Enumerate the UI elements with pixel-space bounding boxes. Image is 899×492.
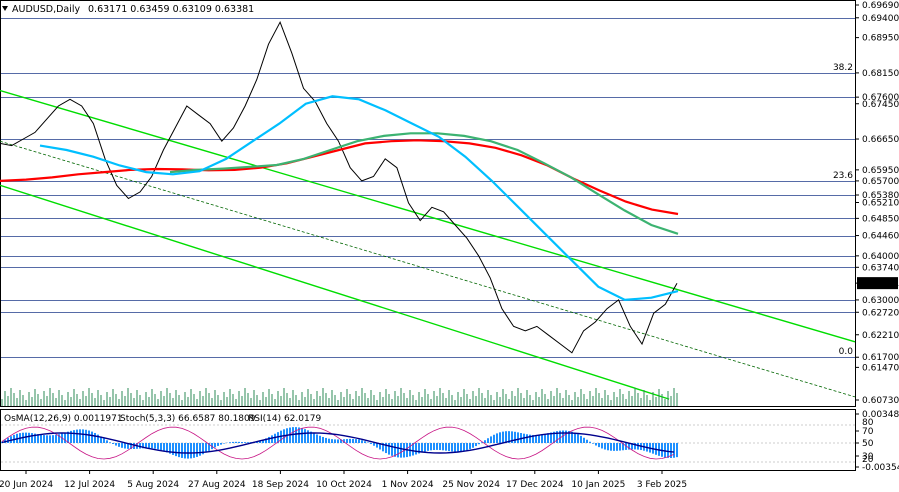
price-tick-label: 0.66650 [862,135,899,145]
price-tick-label: 0.61470 [862,363,899,373]
price-tick-label: 0.64850 [862,214,899,224]
trendline [0,140,856,398]
price-tick-label: 0.67600 [862,93,899,103]
indicator-tick-label: 0.003489 [862,410,899,420]
main-plot-frame [0,0,856,407]
indicator-tick-label: 30 [862,452,874,462]
series-line [39,95,679,302]
rsi-line [1,432,675,454]
date-tick-label: 10 Oct 2024 [316,480,372,490]
price-tick-label: 0.67450 [862,100,899,110]
price-tick-label: 0.69400 [862,14,899,24]
date-tick-label: 18 Sep 2024 [252,480,309,490]
osma-label: OsMA(12,26,9) 0.0011971 [4,414,123,424]
series-line [169,132,679,235]
price-tick-label: 0.65380 [862,191,899,201]
indicator-tick-label: 70 [862,427,874,437]
chart-symbol: AUDUSD,Daily [12,4,81,15]
price-tick-label: 0.63381 [862,279,899,289]
price-tick-label: 0.69690 [862,1,899,11]
fibonacci-labels: 38.2 23.6 0.0 [833,63,853,357]
date-tick-label: 1 Nov 2024 [382,480,434,490]
price-tick-label: 0.62720 [862,308,899,318]
price-tick-label: 0.60730 [862,396,899,406]
volume-bars [1,388,678,406]
price-tick-label: 0.68950 [862,34,899,44]
price-tick-label: 0.65210 [862,199,899,209]
stoch-label: Stoch(5,3,3) 66.6587 80.1809 [120,414,256,424]
indicator-tick-label: 80 [862,418,874,428]
series-line [0,139,679,216]
indicator-tick-label: -0.003548 [862,463,899,473]
price-tick-label: 0.64460 [862,232,899,242]
chart-ohlc: 0.63171 0.63459 0.63109 0.63381 [88,4,254,15]
date-tick-label: 25 Nov 2024 [442,480,500,490]
price-axis: 0.69690 0.69400 0.68950 0.68150 0.676000.674… [855,1,899,406]
date-axis: 20 Jun 2024 12 Jul 2024 5 Aug 2024 27 Aug 2… [0,470,687,490]
price-tick-label: 0.61700 [862,353,899,363]
stoch-line [1,426,675,460]
price-tick-label: 0.65700 [862,177,899,187]
trendlines [0,89,856,400]
date-tick-label: 17 Dec 2024 [506,480,564,490]
indicator-tick-label: 20 [862,455,874,465]
symbol-triangle-icon [2,6,8,11]
last-price-badge [857,277,898,290]
date-tick-label: 27 Aug 2024 [188,480,246,490]
date-tick-label: 12 Jul 2024 [64,480,115,490]
date-tick-label: 5 Aug 2024 [127,480,179,490]
date-tick-label: 20 Jun 2024 [0,480,53,490]
date-tick-label: 3 Feb 2025 [637,480,687,490]
trendline [0,89,856,343]
price-tick-label: 0.68150 [862,69,899,79]
fib-label: 23.6 [833,171,853,181]
series-line [0,20,678,354]
fib-label: 0.0 [839,347,854,357]
date-tick-label: 10 Jan 2025 [571,480,625,490]
price-series [0,20,679,354]
price-level-lines [1,18,855,358]
price-tick-label: 0.63000 [862,296,899,306]
price-tick-label: 0.64000 [862,252,899,262]
price-tick-label: 0.65950 [862,166,899,176]
rsi-label: RSI(14) 62.0179 [248,414,321,424]
indicator-plot-frame [0,409,856,471]
price-tick-label: 0.62210 [862,331,899,341]
indicator-tick-label: 50 [862,439,874,449]
indicator-panel: 0.003489 70 50 30-0.003548 80 20 [1,410,899,473]
fib-label: 38.2 [833,63,853,73]
price-tick-label: 0.63740 [862,263,899,273]
trendline [0,184,670,400]
